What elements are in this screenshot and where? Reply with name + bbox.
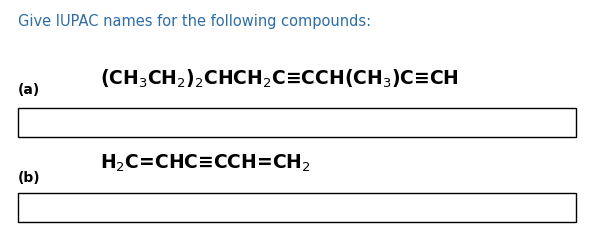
Text: H$_2$C=CHC≡CCH=CH$_2$: H$_2$C=CHC≡CCH=CH$_2$ [100,153,311,174]
Bar [18,108,576,137]
Bar [18,193,576,222]
Text: (a): (a) [18,83,40,97]
Text: Give IUPAC names for the following compounds:: Give IUPAC names for the following compo… [18,14,371,29]
Text: (b): (b) [18,171,40,185]
Text: (CH$_3$CH$_2$)$_2$CHCH$_2$C≡CCH(CH$_3$)C≡CH: (CH$_3$CH$_2$)$_2$CHCH$_2$C≡CCH(CH$_3$)C… [100,68,459,90]
